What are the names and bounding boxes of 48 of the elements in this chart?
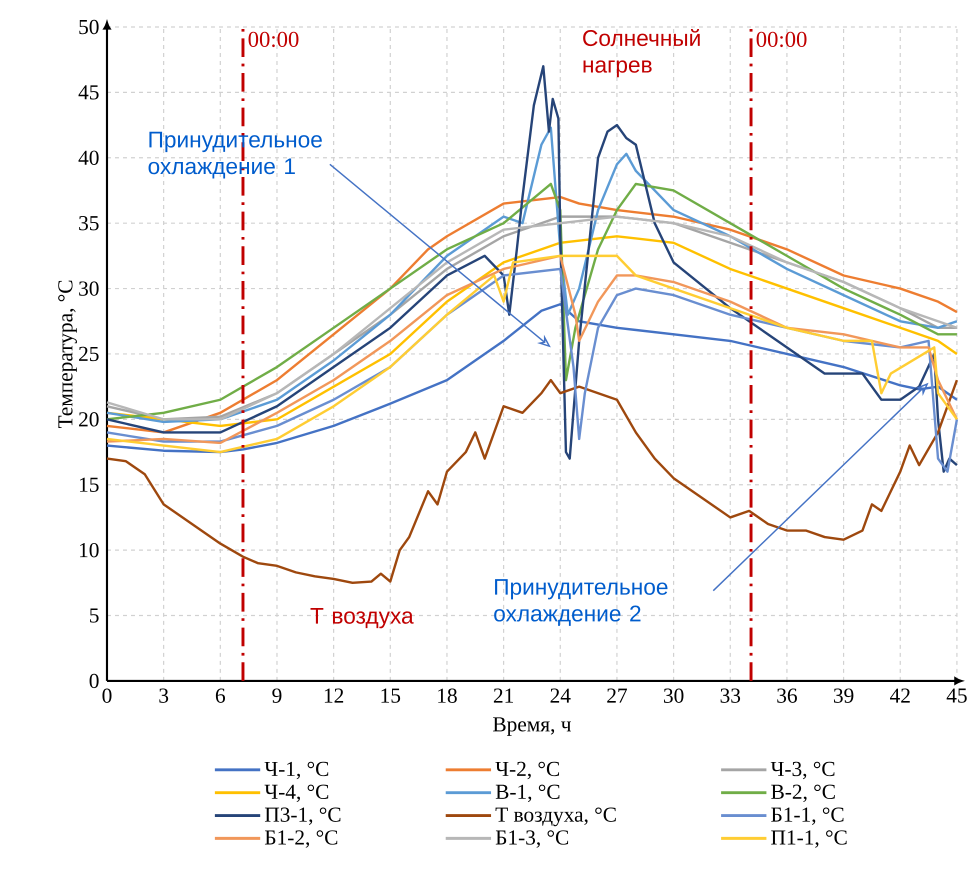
legend-label: Б1-2, °C — [264, 830, 338, 848]
x-tick-label: 15 — [382, 688, 400, 703]
x-tick-label: 9 — [272, 688, 282, 703]
x-tick-label: 27 — [607, 688, 627, 703]
y-tick-label: 5 — [90, 608, 99, 623]
x-tick-label: 6 — [216, 688, 226, 703]
y-tick-label: 15 — [80, 478, 99, 492]
annotation: Т воздуха — [310, 608, 414, 628]
annotation: Принудительное охлаждение 2 — [494, 579, 668, 626]
legend-label: Б1-3, °C — [496, 830, 568, 848]
y-tick-label: 20 — [79, 412, 99, 427]
legend-label: П1-1, °C — [771, 830, 847, 848]
annotation: 00:00 — [248, 32, 298, 48]
y-tick-label: 25 — [79, 346, 99, 362]
annotation: Принудительное охлаждение 1 — [148, 132, 322, 179]
x-tick-label: 45 — [946, 688, 967, 703]
x-tick-label: 18 — [438, 688, 457, 703]
x-axis-title: Время, ч — [493, 717, 571, 736]
legend-label: Ч-3, °C — [770, 762, 834, 780]
x-tick-label: 39 — [834, 688, 854, 703]
y-tick-label: 0 — [90, 674, 99, 688]
y-axis-title: Температура, °C — [58, 280, 77, 428]
x-tick-label: 12 — [324, 688, 344, 703]
y-tick-label: 30 — [79, 281, 99, 296]
legend-label: Т воздуха, °C — [496, 807, 616, 826]
legend-label: Ч-1, °C — [264, 762, 328, 780]
y-tick-label: 35 — [79, 216, 99, 230]
x-tick-label: 3 — [159, 688, 168, 703]
x-tick-label: 33 — [720, 688, 740, 703]
x-tick-label: 42 — [890, 688, 910, 703]
y-tick-label: 40 — [78, 150, 99, 166]
x-tick-label: 36 — [777, 688, 797, 703]
annotation: Солнечный нагрев — [583, 29, 700, 78]
line-series — [106, 126, 958, 424]
x-tick-label: 0 — [102, 688, 112, 703]
x-tick-label: 21 — [494, 688, 514, 703]
legend-label: Б1-1, °C — [771, 807, 844, 825]
x-tick-label: 30 — [664, 688, 684, 703]
y-tick-label: 45 — [78, 85, 99, 100]
annotation: 00:00 — [756, 32, 807, 48]
legend-label: В-1, °C — [496, 784, 560, 802]
legend-label: Ч-2, °C — [495, 762, 560, 780]
legend-label: Ч-4, °C — [264, 784, 328, 802]
legend-label: П3-1, °C — [264, 807, 340, 825]
y-tick-label: 50 — [79, 20, 99, 34]
x-tick-label: 24 — [550, 688, 571, 703]
y-tick-label: 10 — [80, 543, 99, 558]
legend-label: В-2, °C — [771, 784, 835, 802]
